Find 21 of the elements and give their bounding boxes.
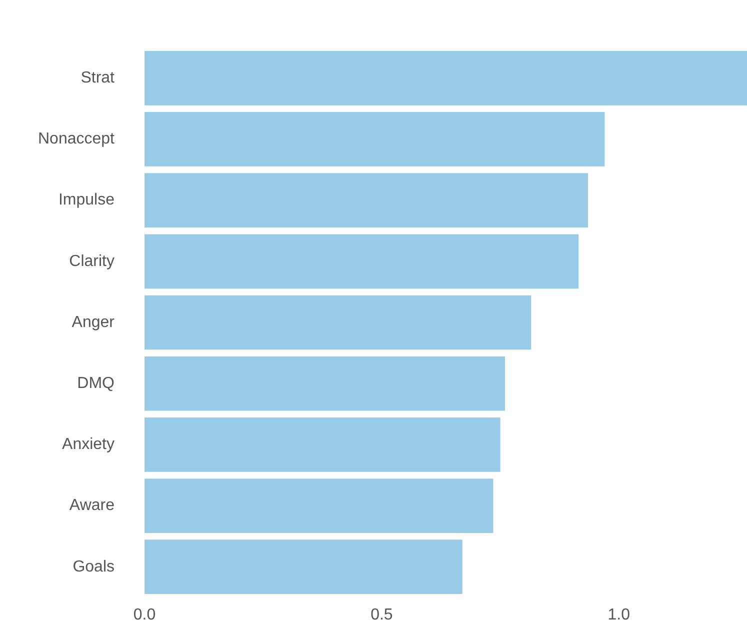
- x-tick-label: 0.5: [370, 606, 393, 624]
- y-tick-label: DMQ: [77, 374, 114, 392]
- y-tick-label: Strat: [80, 70, 116, 87]
- y-tick-label: Aware: [69, 497, 115, 514]
- y-tick-label: Nonaccept: [38, 130, 116, 148]
- bar: [144, 478, 494, 533]
- y-tick-label: Impulse: [58, 192, 115, 209]
- bar: [144, 417, 500, 472]
- y-tick-label: Anger: [72, 314, 116, 331]
- y-tick-label: Goals: [72, 558, 114, 576]
- bar: [144, 356, 506, 411]
- y-tick-label: Clarity: [69, 252, 114, 270]
- bar: [144, 234, 579, 289]
- bar: [144, 50, 747, 106]
- bar: [144, 112, 605, 166]
- x-tick-label: 1.0: [608, 606, 630, 624]
- bar: [144, 295, 532, 350]
- x-tick-label: 0.0: [133, 606, 156, 624]
- bar: [144, 540, 462, 594]
- y-tick-label: Anxiety: [62, 436, 114, 454]
- bar: [144, 173, 588, 228]
